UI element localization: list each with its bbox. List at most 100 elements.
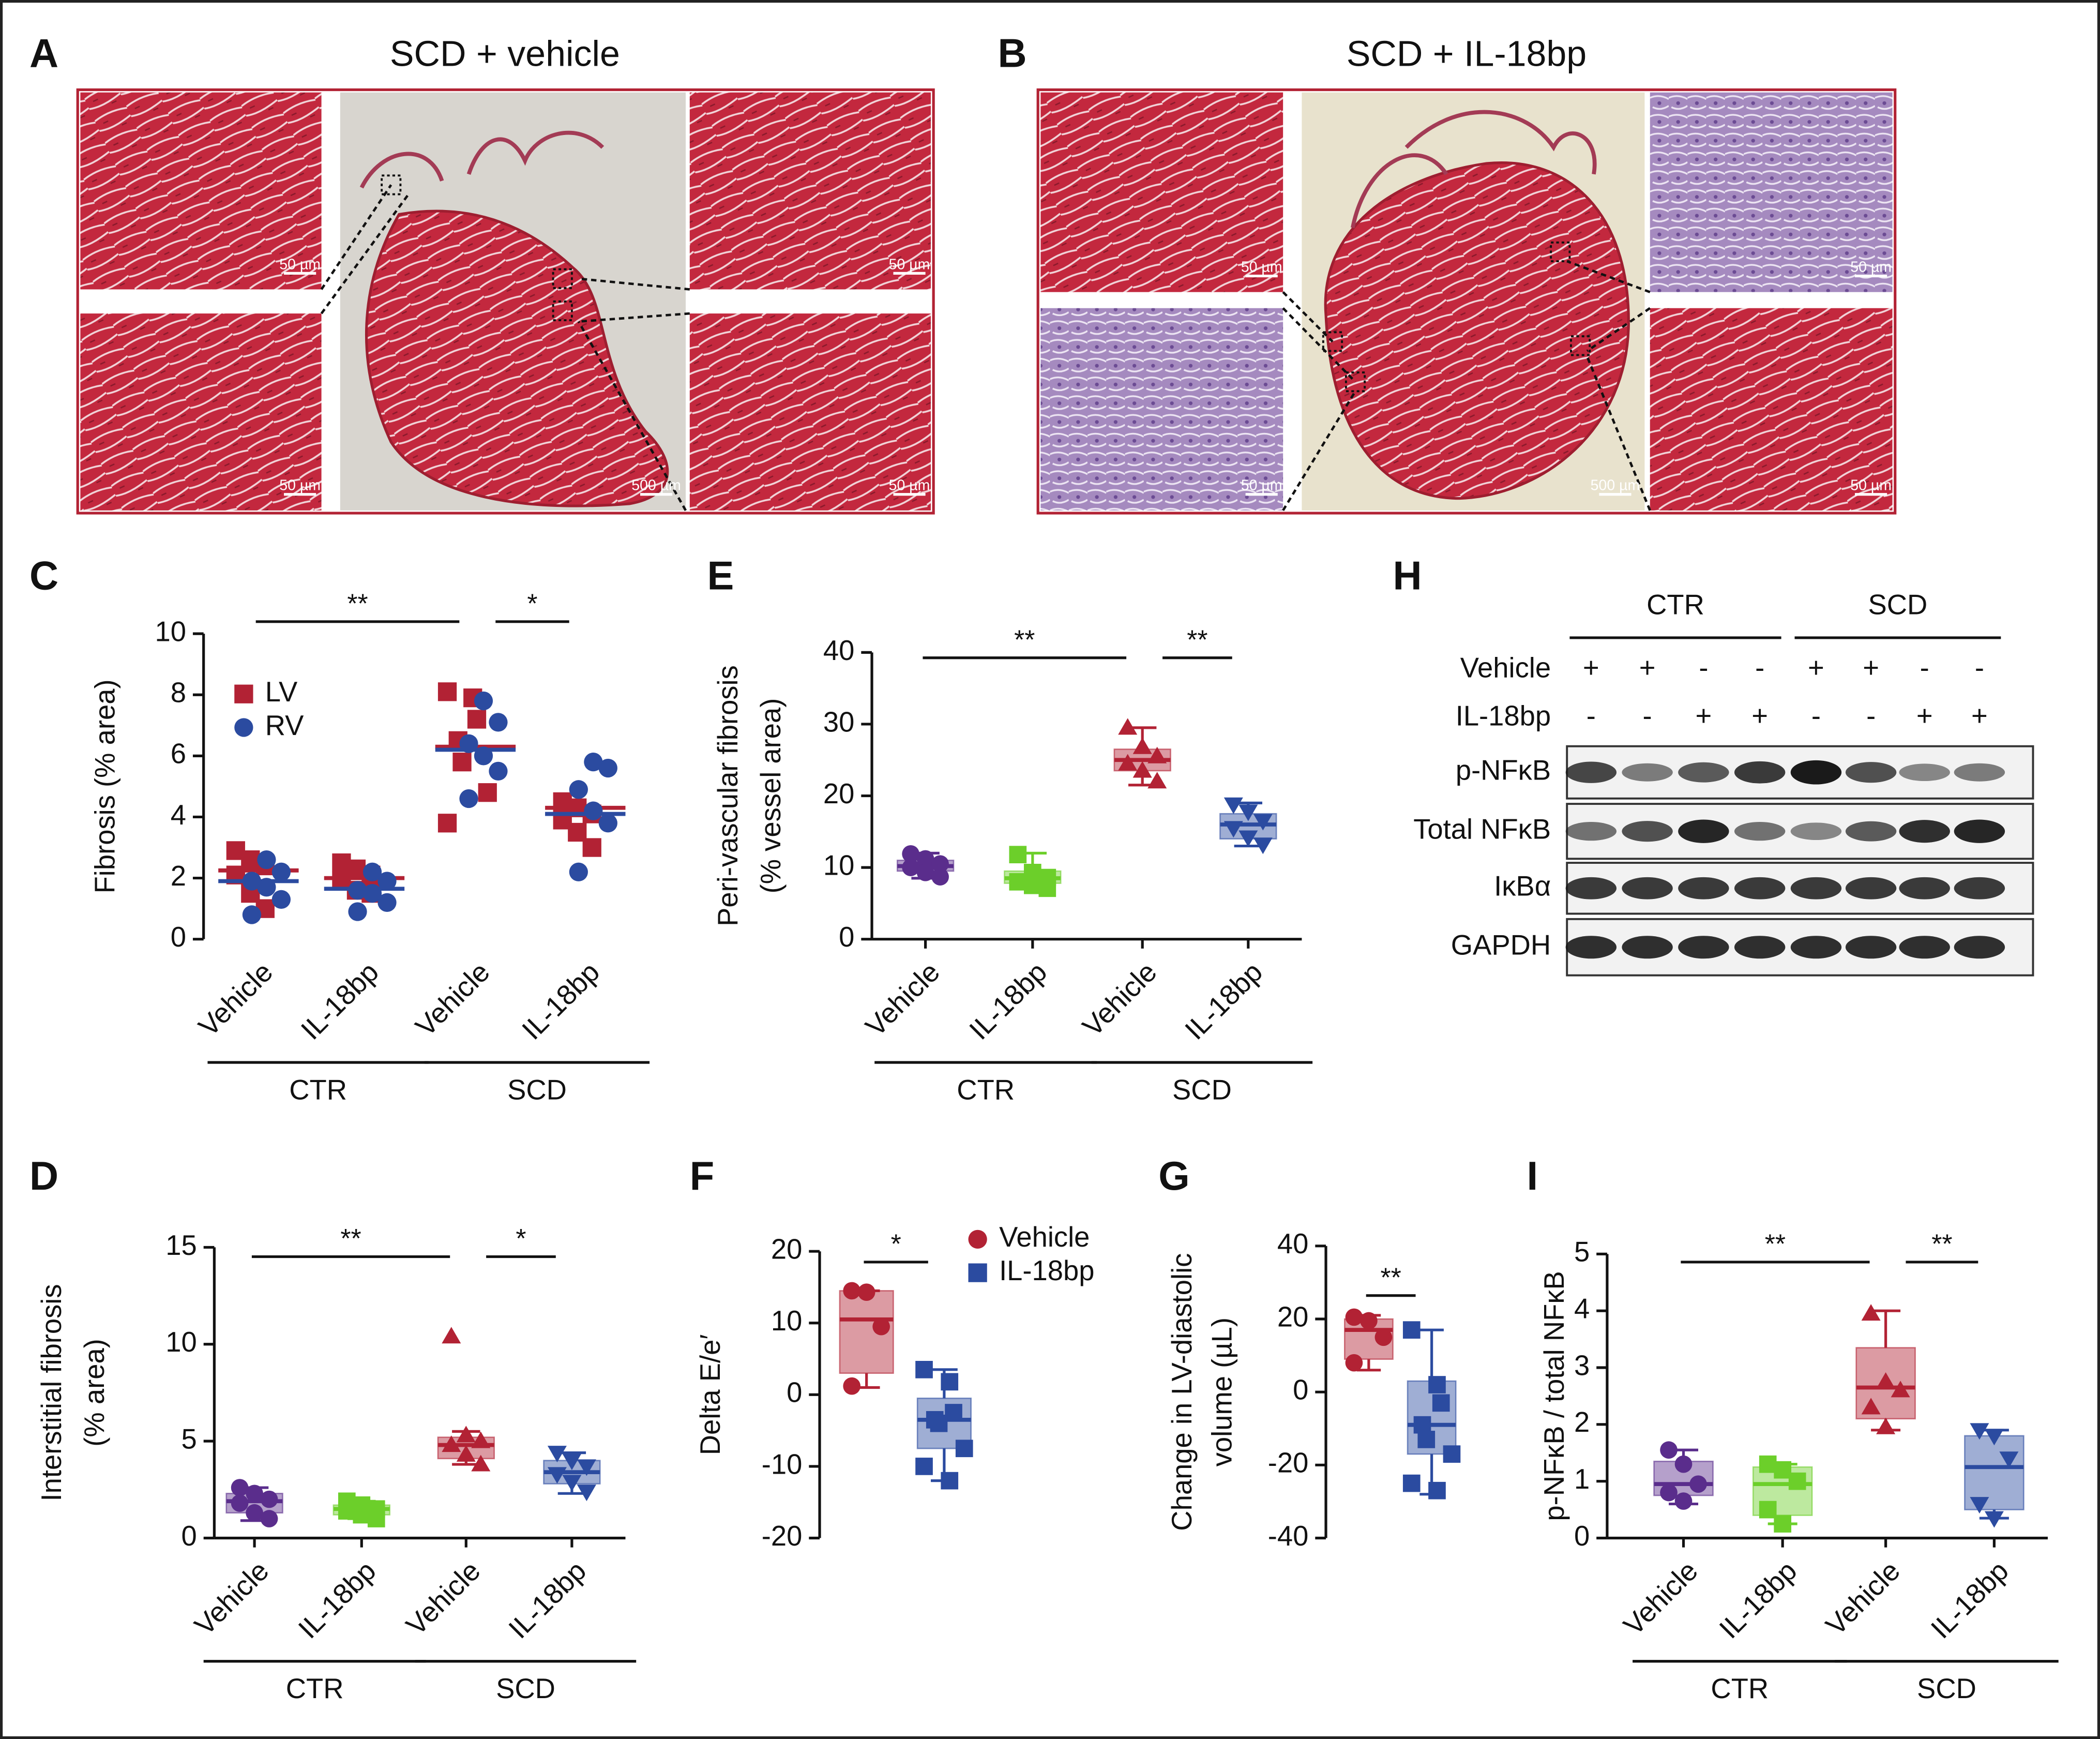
point [562, 1453, 582, 1471]
zoom-line [1282, 307, 1356, 383]
scale-bar-label: 50 µm [889, 256, 930, 273]
point [489, 713, 508, 732]
zoom-line [1282, 291, 1334, 343]
point [1147, 746, 1167, 763]
histology-inset [1650, 308, 1893, 511]
blot-band [1954, 763, 2005, 782]
y-axis-label: Change in LV-diastolic [1166, 1253, 1198, 1531]
point [547, 1446, 567, 1463]
y-axis-label: p-NFκB / total NFκB [1538, 1271, 1570, 1521]
blot-band [1899, 763, 1950, 782]
point [1432, 1394, 1450, 1412]
point [231, 1479, 249, 1496]
zoom-line [1586, 307, 1651, 352]
y-tick-label: 15 [165, 1230, 197, 1261]
point [1345, 1308, 1363, 1326]
blot-row-label: Total NFκB [1413, 814, 1551, 845]
point [1876, 1417, 1896, 1434]
panel-letter: D [29, 1154, 58, 1198]
point [467, 710, 487, 729]
heart-atria [1351, 110, 1597, 229]
blot-band [1954, 877, 2005, 900]
panel-letter: E [707, 553, 734, 598]
y-tick-label: 2 [1574, 1406, 1590, 1438]
blot-row-label: GAPDH [1451, 930, 1551, 961]
zoom-line [320, 193, 410, 314]
blot-band [1790, 877, 1842, 900]
point [1253, 837, 1273, 854]
point [1970, 1497, 1989, 1514]
point [1413, 1416, 1431, 1434]
blot-band [1622, 821, 1673, 842]
group-label: CTR [957, 1074, 1015, 1105]
legend-label: Vehicle [999, 1221, 1090, 1253]
point [1417, 1431, 1436, 1448]
point [442, 1327, 461, 1344]
point [1984, 1511, 2004, 1528]
point [1759, 1501, 1777, 1519]
group-label: CTR [286, 1673, 344, 1704]
point [471, 1431, 491, 1448]
histology-inset [80, 92, 322, 290]
point [569, 862, 588, 881]
y-tick-label: 5 [1574, 1236, 1590, 1268]
point [1009, 873, 1027, 891]
zoom-box [552, 268, 573, 289]
point [1374, 1328, 1393, 1346]
significance-label: * [891, 1229, 901, 1259]
point [916, 850, 934, 868]
group-label: SCD [496, 1673, 555, 1704]
point [1774, 1515, 1792, 1533]
group-label: CTR [289, 1074, 347, 1105]
y-axis-label: Interstitial fibrosis [36, 1284, 67, 1501]
point [902, 859, 919, 876]
y-tick-label: 40 [823, 635, 854, 666]
zoom-line [320, 184, 392, 290]
y-tick-label: 20 [823, 778, 854, 809]
point [1345, 1354, 1363, 1372]
point [246, 1504, 263, 1522]
y-axis-label: volume (µL) [1206, 1317, 1238, 1466]
point [931, 868, 949, 886]
y-tick-label: 30 [823, 706, 854, 738]
point [456, 1445, 476, 1462]
point [1428, 1481, 1446, 1500]
blot-band [1790, 936, 1842, 959]
condition-mark: + [1863, 652, 1879, 683]
condition-label: Vehicle [1460, 652, 1551, 683]
point [377, 872, 397, 891]
condition-mark: + [1583, 652, 1599, 683]
point [941, 1472, 959, 1490]
condition-mark: - [1866, 700, 1876, 732]
point [456, 1426, 476, 1443]
y-tick-label: 5 [181, 1423, 197, 1455]
condition-mark: + [1751, 700, 1768, 732]
blot-band [1954, 936, 2005, 959]
legend-label: LV [265, 676, 298, 708]
blot-band [1790, 822, 1842, 841]
point [1999, 1451, 2019, 1468]
y-tick-label: 40 [1277, 1228, 1308, 1260]
condition-mark: - [1699, 652, 1708, 683]
zoom-box [552, 300, 573, 321]
point [1970, 1423, 1989, 1440]
y-tick-label: 2 [171, 860, 186, 892]
zoom-box [1550, 241, 1571, 263]
point [931, 855, 949, 873]
condition-mark: - [1975, 652, 1984, 683]
blot-band [1678, 819, 1729, 843]
point [1009, 846, 1027, 864]
point [843, 1282, 861, 1300]
scale-bar-label: 50 µm [1850, 259, 1892, 276]
blot-band [1622, 936, 1673, 959]
point [1759, 1455, 1777, 1473]
point [562, 1475, 582, 1492]
zoom-line [1282, 391, 1356, 512]
point [872, 1317, 890, 1336]
condition-mark: + [1639, 652, 1656, 683]
point [489, 761, 508, 781]
y-tick-label: 0 [787, 1377, 802, 1408]
point [353, 1506, 371, 1524]
significance-label: ** [1187, 624, 1207, 654]
panel-letter: B [998, 31, 1026, 76]
